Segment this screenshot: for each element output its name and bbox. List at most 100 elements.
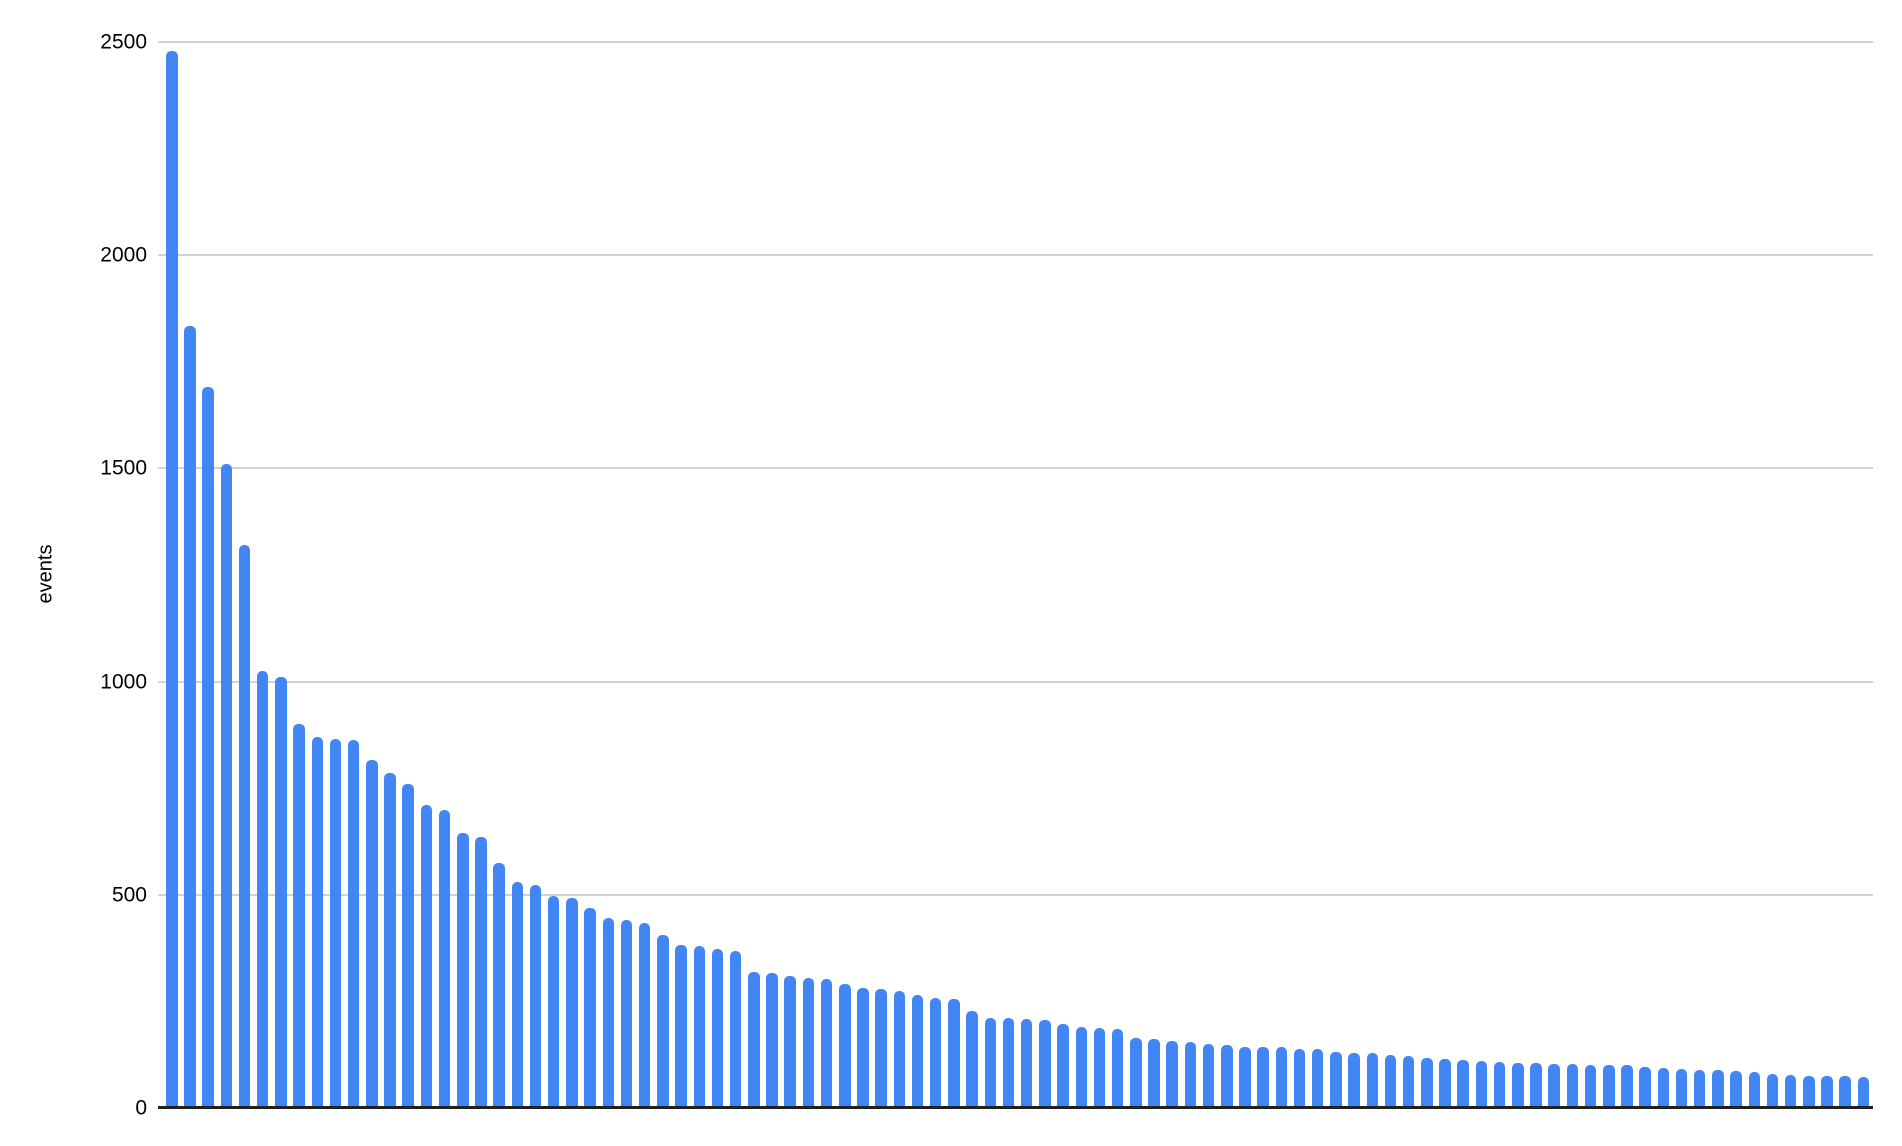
bar[interactable] <box>238 545 251 1108</box>
bar[interactable] <box>1311 1049 1324 1108</box>
bar[interactable] <box>1439 1058 1451 1108</box>
bar[interactable] <box>256 670 269 1108</box>
bar[interactable] <box>693 945 705 1108</box>
bar[interactable] <box>220 464 233 1108</box>
bar[interactable] <box>893 990 906 1108</box>
bar[interactable] <box>802 977 815 1108</box>
bar[interactable] <box>1475 1061 1488 1108</box>
bar[interactable] <box>657 935 669 1108</box>
bar[interactable] <box>1039 1020 1051 1108</box>
bar[interactable] <box>638 922 651 1108</box>
bar[interactable] <box>1657 1067 1670 1108</box>
bar[interactable] <box>584 907 596 1108</box>
bar[interactable] <box>1384 1054 1397 1108</box>
bar[interactable] <box>384 773 396 1108</box>
bar[interactable] <box>1275 1047 1288 1108</box>
bar[interactable] <box>1712 1070 1724 1108</box>
bar[interactable] <box>438 809 451 1108</box>
bar[interactable] <box>839 983 851 1108</box>
bar[interactable] <box>766 973 778 1108</box>
bar[interactable] <box>475 837 487 1108</box>
bar[interactable] <box>1457 1059 1469 1108</box>
gridline <box>158 254 1873 257</box>
bar[interactable] <box>311 737 324 1108</box>
bar[interactable] <box>1075 1026 1087 1108</box>
bar[interactable] <box>184 325 196 1108</box>
bar[interactable] <box>511 882 524 1108</box>
bar[interactable] <box>675 945 687 1108</box>
gridline <box>158 680 1873 683</box>
bar[interactable] <box>711 949 724 1108</box>
bar[interactable] <box>329 738 342 1108</box>
bar[interactable] <box>1402 1055 1415 1108</box>
bar[interactable] <box>566 898 578 1108</box>
gridline <box>158 41 1873 43</box>
bar[interactable] <box>875 988 887 1108</box>
bar[interactable] <box>1748 1072 1761 1108</box>
bar[interactable] <box>275 677 287 1108</box>
bar[interactable] <box>347 740 360 1108</box>
bar[interactable] <box>1584 1064 1597 1108</box>
bar[interactable] <box>529 884 542 1108</box>
bar[interactable] <box>820 979 833 1108</box>
bar[interactable] <box>1348 1052 1360 1108</box>
bar[interactable] <box>1166 1041 1178 1108</box>
bar[interactable] <box>1639 1067 1651 1108</box>
bar[interactable] <box>1257 1047 1269 1108</box>
bar[interactable] <box>1693 1069 1706 1108</box>
bar[interactable] <box>1839 1076 1851 1108</box>
bar[interactable] <box>984 1017 997 1108</box>
bar[interactable] <box>1803 1075 1815 1108</box>
bar[interactable] <box>402 783 414 1108</box>
bar[interactable] <box>1421 1057 1433 1108</box>
bar[interactable] <box>1603 1064 1615 1108</box>
bar[interactable] <box>1330 1052 1342 1108</box>
bar[interactable] <box>1566 1064 1579 1108</box>
bar[interactable] <box>1202 1044 1215 1108</box>
bar[interactable] <box>729 951 742 1108</box>
bar[interactable] <box>1366 1053 1379 1108</box>
bar[interactable] <box>748 971 760 1108</box>
bar[interactable] <box>420 805 433 1108</box>
bar[interactable] <box>1020 1019 1033 1108</box>
bar[interactable] <box>1002 1018 1015 1108</box>
bar[interactable] <box>1148 1038 1160 1108</box>
bar[interactable] <box>547 895 560 1108</box>
bar[interactable] <box>1130 1037 1142 1108</box>
bar[interactable] <box>948 999 960 1108</box>
bar[interactable] <box>1239 1046 1251 1108</box>
bar[interactable] <box>1057 1024 1069 1108</box>
gridline <box>158 893 1873 896</box>
bar[interactable] <box>1675 1068 1688 1108</box>
bar[interactable] <box>620 919 633 1108</box>
bar[interactable] <box>857 987 869 1108</box>
bar[interactable] <box>166 50 178 1108</box>
bar[interactable] <box>1093 1028 1106 1108</box>
bar[interactable] <box>202 387 214 1108</box>
bar[interactable] <box>1512 1062 1524 1108</box>
bar[interactable] <box>1857 1076 1870 1108</box>
bar[interactable] <box>1621 1065 1633 1108</box>
bar[interactable] <box>1821 1076 1833 1108</box>
bar[interactable] <box>1221 1045 1233 1108</box>
bar[interactable] <box>1784 1074 1797 1108</box>
bar[interactable] <box>1548 1063 1560 1108</box>
bar[interactable] <box>966 1010 978 1108</box>
bar[interactable] <box>1184 1042 1197 1108</box>
bar[interactable] <box>784 975 796 1108</box>
bar[interactable] <box>457 832 469 1108</box>
gridline <box>158 467 1873 470</box>
bar[interactable] <box>1111 1029 1124 1108</box>
bar[interactable] <box>929 998 942 1108</box>
bar[interactable] <box>1493 1061 1506 1108</box>
bar[interactable] <box>911 995 924 1108</box>
bar[interactable] <box>1730 1071 1742 1108</box>
plot-area <box>158 41 1873 1109</box>
bar[interactable] <box>293 724 305 1108</box>
bar[interactable] <box>602 917 615 1108</box>
bar[interactable] <box>366 760 378 1108</box>
bar[interactable] <box>1530 1063 1542 1108</box>
bar[interactable] <box>493 862 505 1108</box>
bar[interactable] <box>1766 1073 1779 1108</box>
bar[interactable] <box>1293 1048 1306 1108</box>
